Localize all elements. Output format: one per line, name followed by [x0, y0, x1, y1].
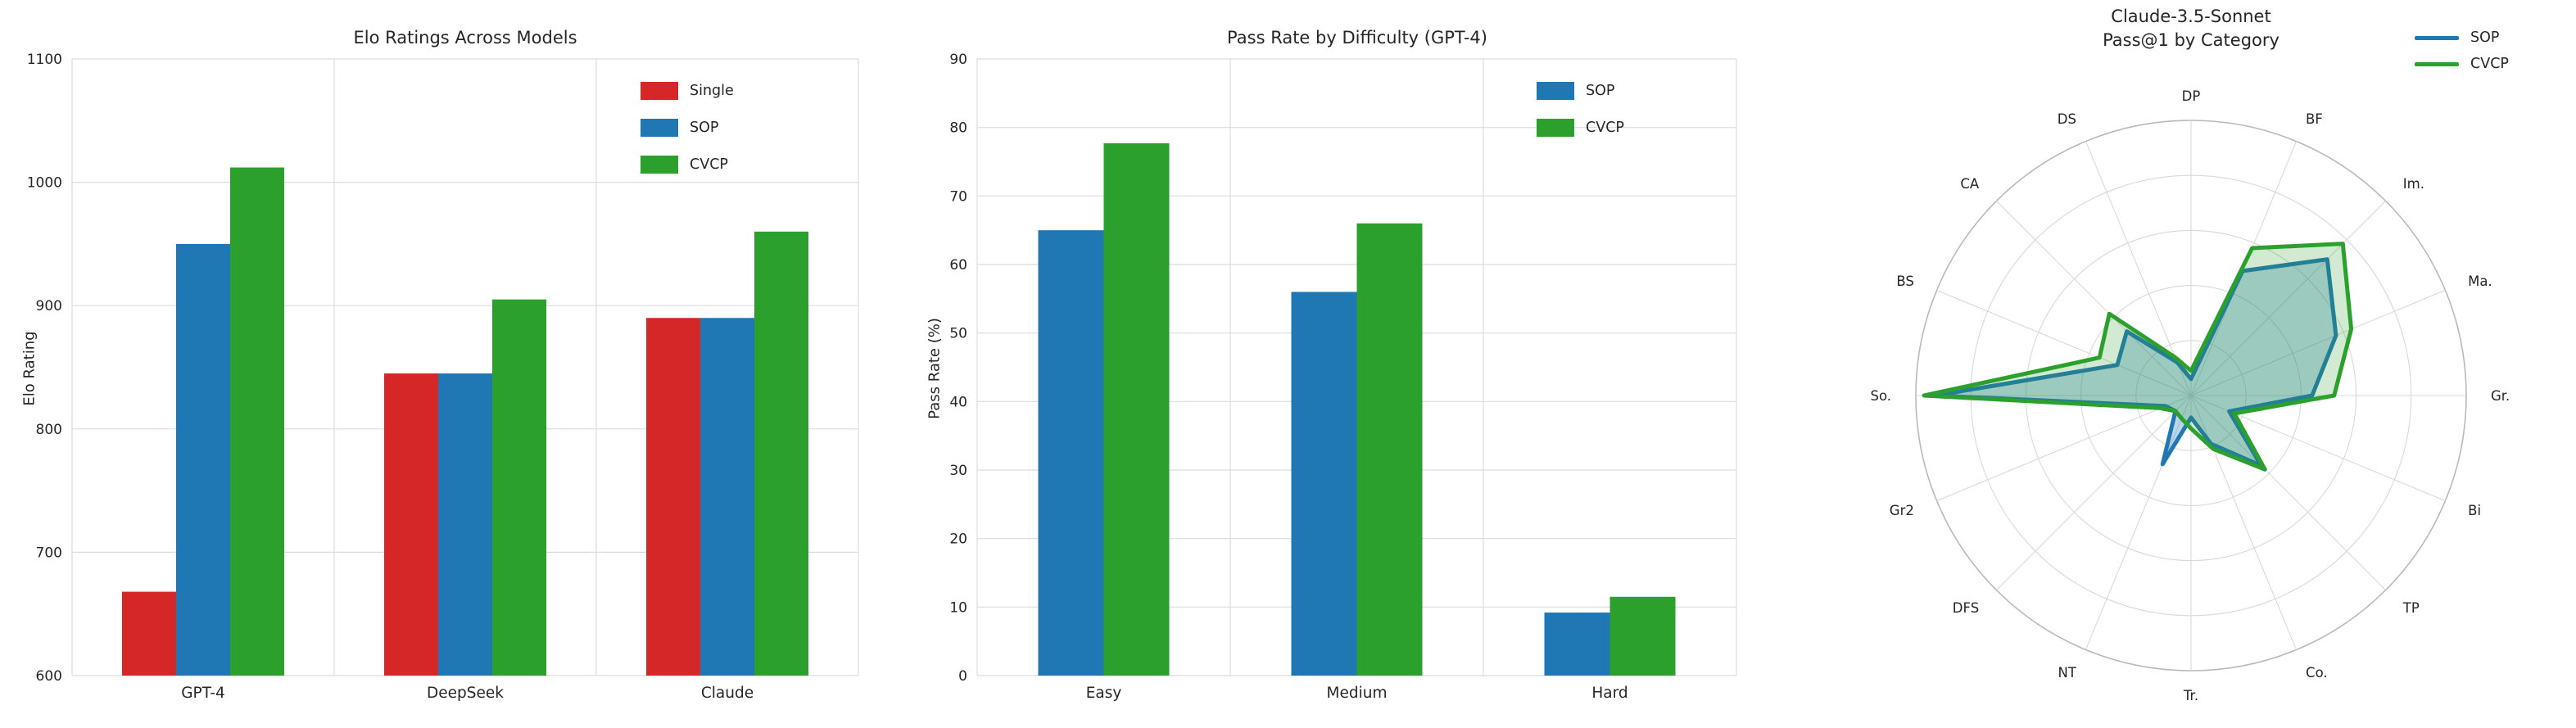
radar-spoke: [1996, 395, 2192, 590]
y-tick-label: 80: [949, 120, 967, 137]
bar-single-claude: [646, 318, 700, 676]
legend-label: SOP: [690, 119, 719, 136]
chart3-title-line1: Claude-3.5-Sonnet: [2111, 7, 2271, 26]
bar-single-gpt-4: [122, 591, 176, 676]
legend-swatch-sop: [1537, 81, 1574, 100]
legend-label: CVCP: [690, 156, 728, 173]
legend-item-cvcp: CVCP: [1537, 109, 1624, 146]
legend-label: Single: [690, 82, 734, 99]
chart1-legend: Single SOP CVCP: [641, 72, 734, 183]
x-category-label: Easy: [1086, 685, 1122, 702]
x-category-label: Medium: [1327, 685, 1388, 702]
bar-sop-hard: [1544, 613, 1610, 676]
y-tick-label: 10: [949, 599, 967, 616]
chart2-ylabel: Pass Rate (%): [926, 318, 944, 419]
x-category-label: Hard: [1591, 685, 1628, 702]
legend-swatch-cvcp: [641, 155, 678, 174]
radar-category-label: CA: [1960, 176, 1980, 192]
y-tick-label: 30: [949, 463, 967, 479]
legend-item-sop: SOP: [1537, 72, 1624, 109]
radar-category-label: Gr.: [2491, 388, 2510, 404]
radar-category-label: Im.: [2403, 176, 2424, 192]
legend-label: SOP: [2470, 29, 2500, 46]
chart1-title: Elo Ratings Across Models: [353, 28, 577, 47]
y-tick-label: 1000: [27, 175, 62, 192]
radar-spoke: [1936, 395, 2192, 502]
radar-category-label: Ma.: [2468, 274, 2492, 289]
chart2-legend: SOP CVCP: [1537, 72, 1624, 146]
bar-cvcp-gpt-4: [230, 167, 284, 676]
bar-cvcp-easy: [1103, 142, 1170, 676]
x-category-label: DeepSeek: [427, 685, 504, 702]
legend-swatch-cvcp: [1537, 118, 1574, 137]
chart2-title: Pass Rate by Difficulty (GPT-4): [1227, 28, 1487, 47]
y-tick-label: 60: [949, 257, 967, 274]
radar-category-label: Gr2: [1890, 503, 1914, 518]
radar-category-label: NT: [2058, 665, 2077, 681]
bar-sop-deepseek: [438, 373, 492, 676]
radar-category-label: DFS: [1953, 600, 1979, 616]
legend-item-cvcp: CVCP: [2415, 51, 2509, 77]
y-tick-label: 900: [36, 298, 62, 314]
radar-spoke: [2190, 289, 2446, 396]
legend-item-sop: SOP: [641, 109, 734, 146]
radar-spoke: [1936, 289, 2192, 396]
bar-sop-gpt-4: [176, 243, 230, 676]
bar-sop-claude: [700, 318, 754, 676]
radar-category-label: TP: [2402, 600, 2420, 616]
legend-label: CVCP: [1586, 119, 1624, 136]
bar-cvcp-hard: [1609, 596, 1676, 676]
bar-sop-medium: [1291, 292, 1357, 676]
bar-cvcp-deepseek: [492, 299, 546, 676]
chart3-title: Claude-3.5-Sonnet Pass@1 by Category: [1904, 5, 2478, 52]
legend-item-single: Single: [641, 72, 734, 109]
bar-single-deepseek: [384, 373, 438, 676]
legend-item-sop: SOP: [2415, 25, 2509, 51]
y-tick-label: 20: [949, 531, 967, 548]
bar-sop-easy: [1038, 230, 1104, 676]
radar-spoke: [1996, 201, 2192, 396]
bar-cvcp-medium: [1356, 223, 1423, 676]
y-tick-label: 0: [958, 668, 967, 685]
radar-category-label: BF: [2306, 111, 2323, 127]
legend-swatch-sop: [641, 118, 678, 137]
radar-spoke: [2085, 141, 2192, 396]
radar-category-label: Bi: [2468, 503, 2481, 518]
radar-category-label: Co.: [2306, 665, 2328, 681]
x-category-label: GPT-4: [181, 685, 225, 702]
radar-category-label: DP: [2182, 88, 2201, 104]
radar-category-label: Tr.: [2183, 688, 2198, 703]
radar-series-cvcp: [1922, 242, 2354, 472]
bar-cvcp-claude: [754, 231, 808, 676]
y-tick-label: 1100: [27, 52, 62, 68]
y-tick-label: 90: [949, 52, 967, 68]
legend-label: CVCP: [2470, 56, 2509, 72]
chart1-ylabel: Elo Rating: [20, 331, 38, 406]
y-tick-label: 40: [949, 394, 967, 410]
radar-category-label: DS: [2058, 111, 2076, 127]
radar-category-label: BS: [1896, 274, 1914, 289]
y-tick-label: 800: [36, 422, 62, 438]
radar-spoke: [2085, 395, 2192, 650]
legend-label: SOP: [1586, 82, 1615, 99]
legend-item-cvcp: CVCP: [641, 146, 734, 183]
radar-category-label: So.: [1870, 388, 1891, 404]
y-tick-label: 700: [36, 545, 62, 561]
chart3-title-line2: Pass@1 by Category: [2103, 30, 2279, 50]
legend-swatch-single: [641, 81, 678, 100]
y-tick-label: 600: [36, 668, 62, 685]
legend-swatch-cvcp: [2415, 61, 2459, 66]
legend-swatch-sop: [2415, 35, 2459, 40]
radar-spoke: [2190, 395, 2386, 590]
x-category-label: Claude: [701, 685, 754, 702]
chart3-legend: SOP CVCP: [2415, 25, 2509, 77]
radar-spoke: [2190, 201, 2386, 396]
y-tick-label: 70: [949, 188, 967, 205]
radar-series-sop: [1933, 257, 2338, 468]
y-tick-label: 50: [949, 326, 967, 342]
